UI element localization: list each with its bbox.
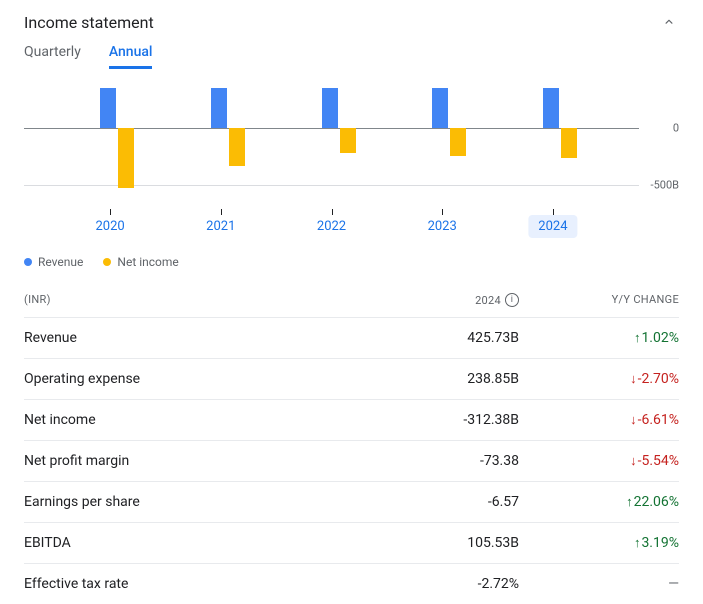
value-column-header: 2024 i (339, 293, 519, 307)
table-row: Net profit margin-73.38↓-5.54% (24, 440, 679, 481)
bar-revenue-2021[interactable] (211, 88, 227, 129)
chart-x-axis-labels: 2020 2021 2022 2023 2024 (24, 215, 639, 245)
metric-change: ↓-5.54% (519, 453, 679, 469)
gridline (24, 185, 639, 186)
metric-value: -2.72% (339, 576, 519, 592)
tab-annual[interactable]: Annual (109, 44, 153, 69)
y-tick-label: -500B (651, 178, 679, 191)
legend-item-revenue: Revenue (24, 255, 83, 269)
income-chart: 0 -500B 2020 2021 2022 2023 2024 (24, 85, 679, 245)
metric-name: Operating expense (24, 371, 339, 387)
metric-value: -312.38B (339, 412, 519, 428)
currency-header: (INR) (24, 293, 339, 307)
legend-item-net-income: Net income (103, 255, 178, 269)
legend-label: Revenue (38, 255, 83, 269)
metric-name: Net profit margin (24, 453, 339, 469)
table-row: Operating expense238.85B↓-2.70% (24, 358, 679, 399)
value-header-text: 2024 (475, 294, 501, 307)
bar-net-income-2020[interactable] (118, 128, 134, 188)
section-header: Income statement (24, 12, 679, 44)
bar-revenue-2024[interactable] (543, 88, 559, 129)
metric-change: ↑22.06% (519, 494, 679, 510)
y-tick-label: 0 (673, 122, 679, 135)
tab-quarterly[interactable]: Quarterly (24, 44, 81, 69)
legend-dot-icon (24, 258, 32, 266)
bar-revenue-2020[interactable] (100, 88, 116, 129)
table-header: (INR) 2024 i Y/Y CHANGE (24, 283, 679, 317)
metric-value: 238.85B (339, 371, 519, 387)
table-row: Earnings per share-6.57↑22.06% (24, 481, 679, 522)
info-icon[interactable]: i (505, 293, 519, 307)
metric-name: EBITDA (24, 535, 339, 551)
period-tabs: Quarterly Annual (24, 44, 679, 73)
table-row: Revenue425.73B↑1.02% (24, 317, 679, 358)
financial-table: Revenue425.73B↑1.02%Operating expense238… (24, 317, 679, 604)
chevron-up-icon[interactable] (659, 12, 679, 32)
metric-name: Net income (24, 412, 339, 428)
metric-value: 105.53B (339, 535, 519, 551)
metric-name: Effective tax rate (24, 576, 339, 592)
year-label-2021[interactable]: 2021 (196, 215, 245, 238)
metric-change: ↓-6.61% (519, 412, 679, 428)
table-row: EBITDA105.53B↑3.19% (24, 522, 679, 563)
legend-label: Net income (117, 255, 178, 269)
bar-revenue-2023[interactable] (432, 88, 448, 129)
section-title: Income statement (24, 13, 154, 32)
metric-change: ↑3.19% (519, 535, 679, 551)
metric-change: ↓-2.70% (519, 371, 679, 387)
table-row: Effective tax rate-2.72%— (24, 563, 679, 604)
metric-value: -6.57 (339, 494, 519, 510)
change-column-header: Y/Y CHANGE (519, 293, 679, 307)
bar-net-income-2022[interactable] (340, 128, 356, 153)
chart-legend: Revenue Net income (24, 245, 679, 283)
metric-name: Earnings per share (24, 494, 339, 510)
table-row: Net income-312.38B↓-6.61% (24, 399, 679, 440)
chart-y-axis-labels: 0 -500B (639, 85, 679, 209)
year-label-2022[interactable]: 2022 (307, 215, 356, 238)
year-label-2020[interactable]: 2020 (85, 215, 134, 238)
metric-value: -73.38 (339, 453, 519, 469)
metric-change: — (519, 576, 679, 592)
bar-net-income-2023[interactable] (450, 128, 466, 155)
metric-change: ↑1.02% (519, 330, 679, 346)
year-label-2024[interactable]: 2024 (528, 215, 577, 238)
zero-axis-line (24, 128, 639, 129)
legend-dot-icon (103, 258, 111, 266)
metric-value: 425.73B (339, 330, 519, 346)
bar-net-income-2021[interactable] (229, 128, 245, 165)
bar-net-income-2024[interactable] (561, 128, 577, 158)
chart-plot-area (24, 85, 639, 209)
metric-name: Revenue (24, 330, 339, 346)
year-label-2023[interactable]: 2023 (418, 215, 467, 238)
bar-revenue-2022[interactable] (322, 88, 338, 129)
